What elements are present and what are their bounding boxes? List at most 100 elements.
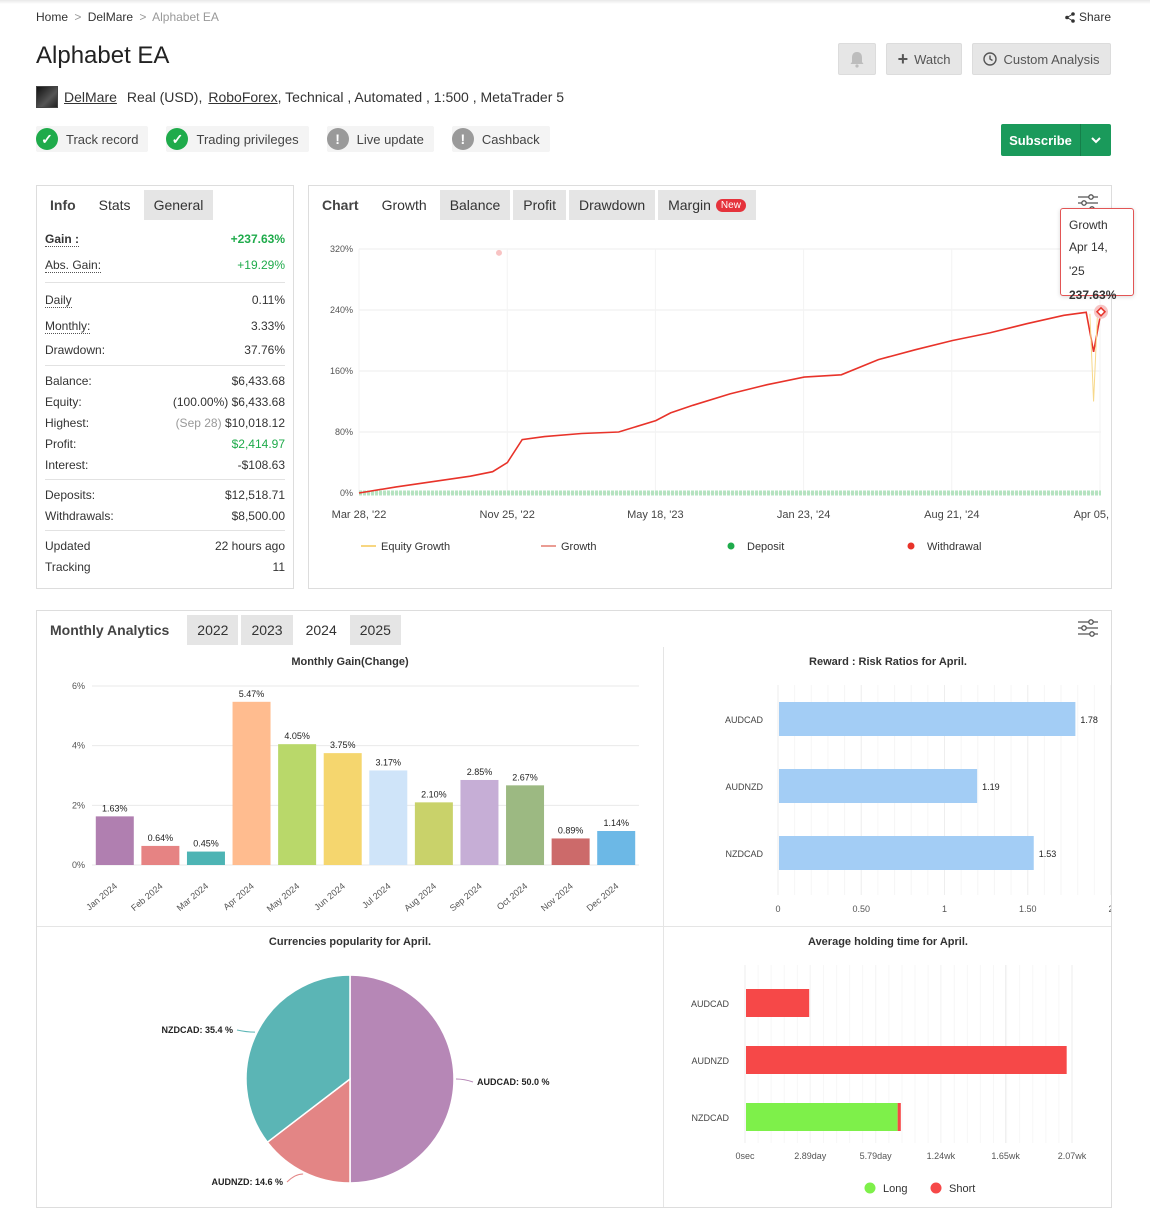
growth-series-line — [358, 311, 1102, 494]
badge-label: Cashback — [481, 131, 540, 147]
x-tick-label: 1 — [942, 904, 947, 914]
x-tick-label: 5.79day — [860, 1151, 893, 1161]
tab-growth[interactable]: Growth — [371, 190, 437, 220]
x-tick-label: Apr 2024 — [221, 881, 255, 912]
bar — [551, 838, 590, 865]
legend-label: Short — [949, 1183, 975, 1195]
growth-chart: 0% 80% 160% 240% 320% Mar 28, '22 Nov 25, '22 M… — [330, 244, 1111, 553]
y-tick-label: 0% — [72, 860, 85, 870]
bar-long — [746, 1103, 898, 1131]
pie-data-label: AUDNZD: 14.6 % — [211, 1177, 283, 1187]
badge-cashback[interactable]: ! Cashback — [451, 126, 550, 152]
stat-label[interactable]: Gain : — [45, 231, 80, 247]
system-meta: DelMare Real (USD), RoboForex , Technica… — [36, 86, 564, 108]
tab-balance[interactable]: Balance — [439, 190, 511, 220]
y-tick-label: 2% — [72, 800, 85, 810]
divider — [45, 530, 285, 531]
monthly-analytics-panel: Monthly Analytics 2022 2023 2024 2025 Mo… — [36, 610, 1112, 1208]
x-tick-label: Dec 2024 — [585, 881, 621, 913]
y-tick-label: AUDCAD — [691, 999, 730, 1009]
chart-tabs: Chart Growth Balance Profit Drawdown Mar… — [309, 186, 1111, 220]
legend-swatch — [864, 1182, 876, 1194]
stat-label: Profit: — [45, 436, 77, 451]
stat-interest: Interest: -$108.63 — [37, 454, 293, 475]
withdrawal-marker — [496, 249, 502, 256]
stat-tracking: Tracking 11 — [37, 556, 293, 577]
stat-drawdown: Drawdown: 37.76% — [37, 339, 293, 361]
share-button[interactable]: Share — [1065, 10, 1111, 24]
stat-value: +19.29% — [237, 258, 285, 272]
bar-data-label: 4.05% — [284, 731, 310, 741]
author-link[interactable]: DelMare — [64, 89, 117, 105]
breadcrumb-section[interactable]: DelMare — [87, 10, 134, 24]
stat-equity: Equity: (100.00%) $6,433.68 — [37, 391, 293, 412]
pie-data-label: AUDCAD: 50.0 % — [477, 1077, 550, 1087]
stat-label: Drawdown: — [45, 343, 106, 357]
avatar[interactable] — [36, 86, 58, 108]
broker-link[interactable]: RoboForex — [208, 89, 278, 105]
tab-year-2023[interactable]: 2023 — [241, 615, 293, 645]
reward-risk-chart: Reward : Risk Ratios for April. 0 0.50 1 1.5… — [725, 656, 1111, 914]
tab-year-2022[interactable]: 2022 — [187, 615, 239, 645]
breadcrumb: Home > DelMare > Alphabet EA — [36, 10, 219, 24]
x-tick-label: Jan 23, '24 — [777, 509, 830, 521]
stat-label: Tracking — [45, 559, 91, 574]
chevron-down-icon — [1091, 136, 1101, 143]
bar-short — [746, 1046, 1067, 1074]
breadcrumb-home[interactable]: Home — [36, 10, 69, 24]
badge-label: Trading privileges — [196, 131, 299, 147]
tab-general[interactable]: General — [143, 190, 214, 220]
bar-data-label: 1.63% — [102, 803, 128, 813]
custom-analysis-button[interactable]: Custom Analysis — [972, 43, 1111, 75]
subscribe-dropdown[interactable] — [1081, 124, 1111, 156]
y-tick-label: NZDCAD — [692, 1113, 730, 1123]
tab-year-2024[interactable]: 2024 — [295, 615, 347, 645]
stat-abs-gain: Abs. Gain: +19.29% — [37, 252, 293, 278]
tab-stats[interactable]: Stats — [88, 190, 141, 220]
bar-data-label: 2.10% — [421, 789, 447, 799]
stat-equity-pct: (100.00%) — [172, 394, 229, 409]
pie-leader-line — [455, 1078, 474, 1083]
subscribe-button[interactable]: Subscribe — [1001, 124, 1111, 156]
stat-withdrawals: Withdrawals: $8,500.00 — [37, 505, 293, 526]
stat-highest: Highest: (Sep 28) $10,018.12 — [37, 412, 293, 433]
badge-live-update[interactable]: ! Live update — [326, 126, 434, 152]
badge-label: Live update — [356, 131, 424, 147]
badge-trading-privileges[interactable]: ✓ Trading privileges — [166, 126, 309, 152]
chart-title: Reward : Risk Ratios for April. — [809, 656, 967, 668]
bar-data-label: 3.75% — [330, 740, 356, 750]
x-tick-label: 2.89day — [794, 1151, 827, 1161]
tab-drawdown[interactable]: Drawdown — [568, 190, 656, 220]
bar-data-label: 0.89% — [558, 825, 584, 835]
bar — [141, 845, 180, 865]
stat-label[interactable]: Abs. Gain: — [45, 257, 102, 273]
tooltip-title: Growth — [1069, 218, 1108, 232]
tab-profit[interactable]: Profit — [513, 190, 566, 220]
plus-icon: + — [897, 48, 909, 69]
divider — [37, 926, 1111, 927]
stat-label[interactable]: Daily — [45, 292, 72, 308]
stat-value: -$108.63 — [237, 457, 285, 472]
stat-value: $8,500.00 — [231, 508, 285, 523]
subscribe-label[interactable]: Subscribe — [1001, 124, 1081, 156]
x-tick-label: May 18, '23 — [627, 509, 684, 521]
y-tick-label: AUDCAD — [725, 715, 764, 725]
badge-track-record[interactable]: ✓ Track record — [36, 126, 149, 152]
settings-sliders-icon[interactable] — [1077, 619, 1099, 637]
x-tick-label: Sep 2024 — [448, 881, 484, 913]
pie-leader-line — [286, 1173, 304, 1183]
tab-margin[interactable]: Margin New — [658, 190, 756, 220]
stats-list: Gain : +237.63% Abs. Gain: +19.29% Daily 0.… — [37, 218, 293, 577]
x-tick-label: 2 — [1108, 904, 1111, 914]
legend-label: Long — [883, 1183, 907, 1195]
alert-button[interactable] — [838, 43, 876, 75]
breadcrumb-sep: > — [139, 10, 147, 24]
bar — [186, 851, 225, 865]
tab-info[interactable]: Info — [37, 190, 86, 220]
tab-year-2025[interactable]: 2025 — [349, 615, 401, 645]
stat-label[interactable]: Monthly: — [45, 318, 91, 334]
watch-button[interactable]: + Watch — [886, 43, 962, 75]
meta-rest: , Technical , Automated , 1:500 , MetaTr… — [277, 89, 565, 105]
x-tick-label: 1.50 — [1019, 904, 1037, 914]
legend-label: Deposit — [747, 541, 784, 553]
